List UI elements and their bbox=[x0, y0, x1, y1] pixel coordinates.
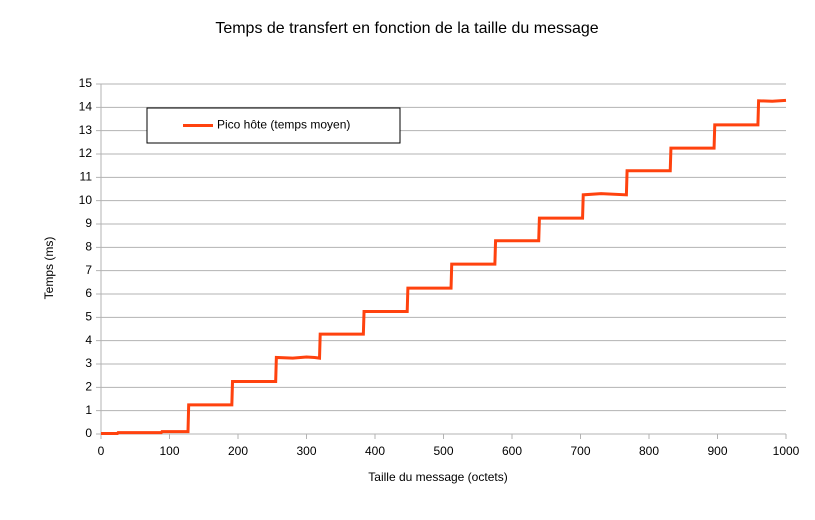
x-tick-label: 1000 bbox=[773, 444, 800, 458]
line bbox=[101, 98, 787, 436]
x-tick-label: 100 bbox=[159, 444, 179, 458]
y-tick-label: 10 bbox=[79, 193, 93, 207]
y-tick-label: 7 bbox=[85, 263, 92, 277]
x-tick-label: 0 bbox=[98, 444, 105, 458]
y-tick-label: 12 bbox=[79, 146, 93, 160]
legend-label: Pico hôte (temps moyen) bbox=[217, 118, 350, 132]
y-tick-label: 5 bbox=[85, 310, 92, 324]
y-tick-label: 9 bbox=[85, 216, 92, 230]
y-tick-label: 13 bbox=[79, 123, 93, 137]
chart-title: Temps de transfert en fonction de la tai… bbox=[215, 20, 598, 37]
y-tick-label: 1 bbox=[85, 403, 92, 417]
x-tick-label: 700 bbox=[570, 444, 590, 458]
y-tick-label: 2 bbox=[85, 380, 92, 394]
y-tick-label: 8 bbox=[85, 240, 92, 254]
y-axis-label: Temps (ms) bbox=[42, 237, 56, 300]
y-tick-label: 0 bbox=[85, 426, 92, 440]
x-tick-label: 900 bbox=[707, 444, 727, 458]
x-axis-label: Taille du message (octets) bbox=[368, 470, 507, 484]
y-tick-label: 4 bbox=[85, 333, 92, 347]
y-tick-label: 6 bbox=[85, 286, 92, 300]
y-tick-label: 3 bbox=[85, 356, 92, 370]
x-tick-label: 600 bbox=[502, 444, 522, 458]
y-tick-label: 14 bbox=[79, 100, 93, 114]
x-tick-label: 200 bbox=[228, 444, 248, 458]
x-tick-label: 300 bbox=[296, 444, 316, 458]
x-tick-label: 400 bbox=[365, 444, 385, 458]
y-tick-label: 15 bbox=[79, 76, 93, 90]
y-tick-label: 11 bbox=[80, 170, 93, 184]
x-tick-label: 500 bbox=[433, 444, 453, 458]
x-tick-label: 800 bbox=[639, 444, 659, 458]
